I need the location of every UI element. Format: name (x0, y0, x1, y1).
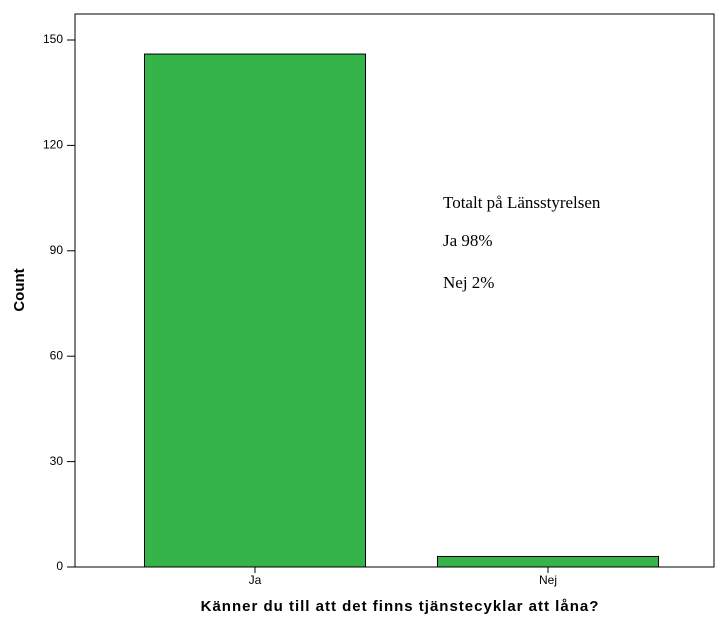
y-axis-title: Count (11, 268, 28, 311)
x-tick-label: Nej (539, 573, 557, 587)
x-axis-title: Känner du till att det finns tjänstecykl… (201, 598, 600, 615)
y-tick-label: 0 (56, 559, 63, 573)
annotation: Totalt på Länsstyrelsen (443, 193, 601, 212)
y-tick-label: 120 (43, 138, 63, 152)
x-tick-label: Ja (249, 573, 262, 587)
bar (144, 53, 366, 568)
plot-frame (74, 13, 715, 568)
annotation: Nej 2% (443, 273, 494, 292)
y-tick-label: 60 (50, 348, 64, 362)
bar (437, 555, 659, 568)
y-tick-label: 30 (50, 454, 64, 468)
y-tick-label: 150 (43, 32, 63, 46)
annotation: Ja 98% (443, 231, 493, 250)
y-tick-label: 90 (50, 243, 64, 257)
